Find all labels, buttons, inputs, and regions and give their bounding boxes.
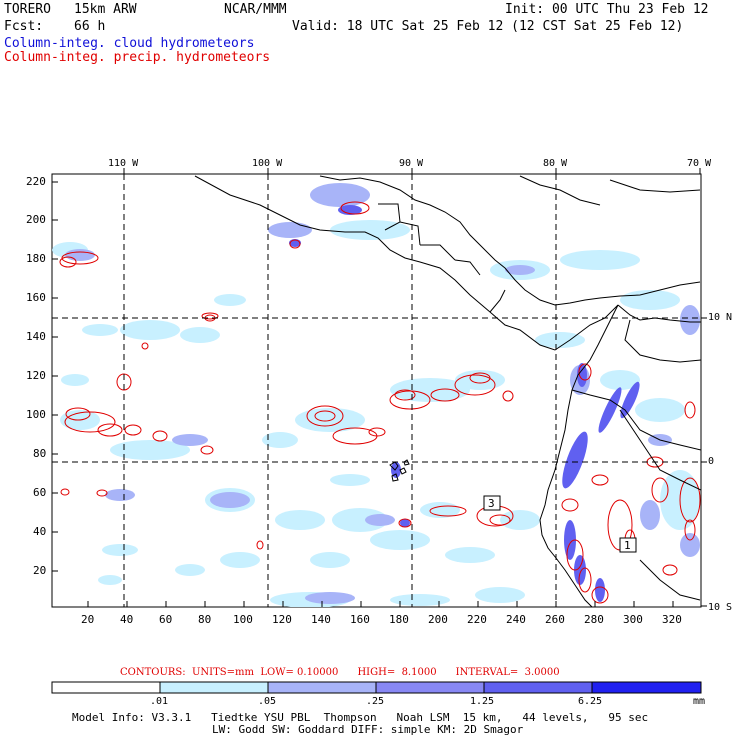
colorbar-label: .01	[150, 696, 169, 707]
x-tick-label: 20	[81, 613, 95, 626]
cloud-hydrometeor-shading	[52, 183, 700, 607]
y-tick-label: 180	[26, 252, 46, 265]
x-tick-label: 120	[272, 613, 292, 626]
precip-hydrometeor-contours	[59, 201, 701, 604]
y-tick-label: 60	[33, 486, 47, 499]
valid-time: Valid: 18 UTC Sat 25 Feb 12 (12 CST Sat …	[292, 19, 684, 34]
contour-label-1	[619, 537, 637, 553]
colorbar-unit: mm	[693, 696, 706, 707]
y-tick-label: 140	[26, 330, 46, 343]
organization: NCAR/MMM	[224, 2, 287, 17]
y-tick-label: 160	[26, 291, 46, 304]
lon-label-100w: 100 W	[252, 158, 283, 169]
coastlines	[194, 175, 701, 607]
x-tick-label: 280	[584, 613, 604, 626]
y-tick-label: 200	[26, 213, 46, 226]
colorbar-bin	[375, 681, 485, 694]
model-info-line1: Model Info: V3.3.1 Tiedtke YSU PBL Thomp…	[72, 711, 649, 724]
model-name: TORERO	[4, 2, 51, 17]
y-tick-label: 40	[33, 525, 47, 538]
init-time: Init: 00 UTC Thu 23 Feb 12	[505, 2, 709, 17]
colorbar-bin	[267, 681, 377, 694]
x-tick-label: 160	[350, 613, 370, 626]
bottom-ticks	[87, 601, 674, 607]
x-tick-label: 80	[198, 613, 212, 626]
y-tick-label: 20	[33, 564, 47, 577]
colorbar-bin	[159, 681, 269, 694]
colorbar-bin	[483, 681, 593, 694]
colorbar-label: 1.25	[470, 696, 495, 707]
lat-label-10n: 10 N	[708, 312, 733, 323]
x-tick-label: 300	[623, 613, 643, 626]
forecast-label: Fcst:	[4, 19, 44, 34]
lon-label-80w: 80 W	[543, 158, 568, 169]
right-ticks	[701, 317, 707, 607]
x-tick-label: 240	[506, 613, 526, 626]
y-tick-label: 100	[26, 408, 46, 421]
lon-label-70w: 70 W	[687, 158, 712, 169]
x-tick-label: 140	[311, 613, 331, 626]
contour-value-1: 1	[624, 539, 631, 552]
x-tick-label: 100	[233, 613, 253, 626]
left-ticks	[52, 181, 58, 572]
colorbar-bin	[51, 681, 161, 694]
y-tick-label: 120	[26, 369, 46, 382]
x-tick-label: 60	[159, 613, 173, 626]
x-tick-label: 320	[662, 613, 682, 626]
lat-label-10s: 10 S	[708, 602, 733, 613]
model-resolution: 15km ARW	[74, 2, 137, 17]
x-tick-label: 200	[428, 613, 448, 626]
colorbar-label: 6.25	[578, 696, 603, 707]
x-tick-label: 40	[120, 613, 134, 626]
y-tick-label: 220	[26, 175, 46, 188]
forecast-hour: 66 h	[74, 19, 106, 34]
colorbar-bin	[591, 681, 702, 694]
field-cloud-title: Column-integ. cloud hydrometeors	[4, 36, 255, 51]
model-info-line2: LW: Godd SW: Goddard DIFF: simple KM: 2D…	[212, 723, 524, 736]
lon-label-90w: 90 W	[399, 158, 424, 169]
top-ticks	[123, 168, 701, 174]
y-tick-label: 80	[33, 447, 47, 460]
colorbar-label: .05	[258, 696, 277, 707]
lat-lon-grid	[52, 174, 701, 607]
x-tick-label: 220	[467, 613, 487, 626]
field-precip-title: Column-integ. precip. hydrometeors	[4, 50, 271, 65]
contour-info: CONTOURS: UNITS=mm LOW= 0.10000 HIGH= 8.…	[120, 667, 560, 678]
contour-value-3: 3	[488, 497, 495, 510]
x-tick-label: 260	[545, 613, 565, 626]
colorbar-label: .25	[366, 696, 385, 707]
lat-label-0: 0	[708, 456, 715, 467]
contour-label-3	[483, 495, 501, 511]
x-tick-label: 180	[389, 613, 409, 626]
lon-label-110w: 110 W	[108, 158, 139, 169]
